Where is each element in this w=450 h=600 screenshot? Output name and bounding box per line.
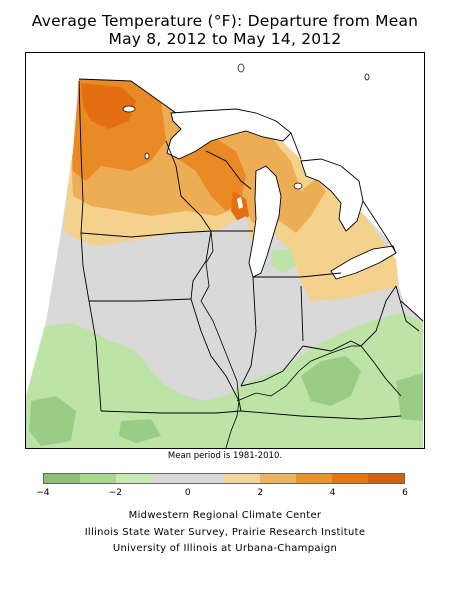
legend-swatch-2 [116, 474, 152, 483]
lake-huron [301, 159, 363, 231]
lake-superior [167, 109, 291, 159]
legend-swatch-0 [44, 474, 80, 483]
zone-green-2 [29, 396, 76, 446]
zone-green-4 [396, 373, 423, 421]
coastlines [78, 78, 424, 322]
border-mn-wi [165, 140, 212, 232]
border-mi-in [253, 272, 342, 278]
legend-label-2: 0 [184, 488, 191, 498]
mississippi-river [200, 230, 240, 448]
credit-line-2: Illinois State Water Survey, Prairie Res… [84, 527, 366, 538]
map-title-line-2: May 8, 2012 to May 14, 2012 [108, 30, 342, 48]
lake-michigan [249, 166, 281, 277]
legend-swatch-5 [224, 474, 260, 483]
border-ia-il [190, 230, 212, 300]
coast-michigan [248, 165, 282, 278]
color-legend-bar [43, 473, 405, 484]
zone-light-green-mi [271, 249, 296, 273]
island-small-3 [237, 63, 245, 73]
border-oh-wv [360, 285, 397, 347]
border-west-mn [78, 80, 84, 234]
legend-label-4: 4 [329, 488, 336, 498]
border-wv-va [395, 285, 420, 332]
lake-erie [331, 246, 396, 279]
border-ky-wv [360, 345, 402, 397]
state-borders [78, 80, 420, 448]
legend-swatch-7 [296, 474, 332, 483]
isle-royale [122, 105, 136, 113]
region-outline [78, 78, 424, 322]
legend-label-3: 2 [257, 488, 264, 498]
legend-swatch-6 [260, 474, 296, 483]
legend-swatch-8 [332, 474, 368, 483]
border-in-ky [240, 345, 304, 387]
credit-line-1: Midwestern Regional Climate Center [128, 510, 322, 521]
zone-light-green-west [41, 331, 69, 356]
border-mo-ar [100, 410, 242, 414]
border-il-in [240, 276, 257, 387]
legend-swatch-1 [80, 474, 116, 483]
mean-period-note: Mean period is 1981-2010. [167, 451, 283, 461]
border-oh-ky [302, 340, 362, 352]
map-title-line-1: Average Temperature (°F): Departure from… [31, 12, 419, 30]
temperature-departure-map [26, 53, 424, 448]
legend-swatch-9 [368, 474, 404, 483]
map-frame [25, 52, 425, 449]
legend-label-1: −2 [108, 488, 123, 498]
border-mo-ks [88, 300, 102, 412]
border-ky-tn [240, 410, 402, 420]
outside-top [79, 53, 424, 241]
coast-superior [166, 108, 292, 160]
border-wi-mi [205, 150, 252, 190]
zone-red-orange [81, 83, 136, 129]
outside-left [26, 53, 79, 396]
lake-winnebago [237, 197, 243, 209]
border-west-ia [80, 232, 90, 302]
island-small-4 [364, 73, 370, 81]
border-ia-mo [89, 298, 192, 302]
zone-deep-orange-2 [176, 136, 246, 211]
zone-green-3 [119, 419, 161, 443]
legend-label-0: −4 [36, 488, 50, 498]
credit-line-3: University of Illinois at Urbana-Champai… [112, 543, 338, 554]
island-small-2 [293, 182, 303, 190]
zone-green [301, 356, 361, 406]
border-il-mo [190, 298, 242, 412]
ohio-river [236, 345, 361, 402]
legend-label-5: 6 [402, 488, 408, 498]
island-small-1 [144, 152, 150, 160]
zone-light-green [26, 313, 423, 448]
border-mn-ia [80, 230, 212, 238]
coast-huron [300, 158, 364, 232]
border-in-oh [300, 285, 304, 342]
legend-swatch-3 [152, 474, 188, 483]
legend-swatch-4 [188, 474, 224, 483]
